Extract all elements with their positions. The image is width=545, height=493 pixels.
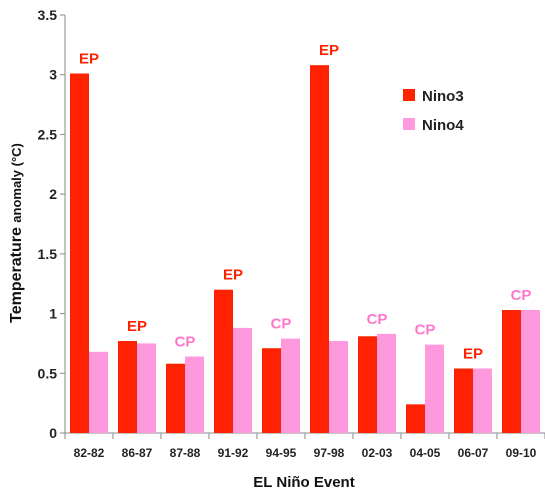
bar-nino4-04-05	[425, 344, 444, 433]
x-tick-label: 87-88	[170, 446, 201, 460]
annotation-cp: CP	[367, 311, 388, 328]
bar-nino4-94-95	[281, 338, 300, 433]
bar-nino4-87-88	[185, 356, 204, 433]
x-tick-label: 04-05	[410, 446, 441, 460]
x-tick-label: 82-82	[74, 446, 105, 460]
y-tick-label: 1.5	[38, 246, 58, 262]
bar-nino4-06-07	[473, 368, 492, 433]
x-tick-label: 94-95	[266, 446, 297, 460]
bar-nino3-91-92	[214, 289, 233, 433]
annotation-ep: EP	[223, 267, 243, 284]
annotation-ep: EP	[319, 42, 339, 59]
bar-nino3-82-82	[70, 73, 89, 434]
annotation-ep: EP	[463, 346, 483, 363]
bar-nino3-02-03	[358, 336, 377, 433]
legend-swatch-nino4	[403, 118, 415, 130]
x-tick-label: 86-87	[122, 446, 153, 460]
annotation-cp: CP	[175, 334, 196, 351]
x-axis-title: EL Niño Event	[253, 474, 354, 491]
bars	[70, 65, 540, 434]
bar-nino4-82-82	[89, 351, 108, 433]
bar-nino4-09-10	[521, 309, 540, 433]
bar-nino3-97-98	[310, 65, 329, 433]
annotations: EP EP CP EP CP EP CP CP EP CP	[79, 42, 531, 362]
bar-nino3-94-95	[262, 348, 281, 433]
legend-label-nino4: Nino4	[422, 117, 464, 134]
bar-nino4-97-98	[329, 341, 348, 433]
y-tick-label: 0	[49, 425, 57, 441]
legend-swatch-nino3	[403, 89, 415, 101]
annotation-ep: EP	[127, 318, 147, 335]
annotation-cp: CP	[415, 322, 436, 339]
y-axis-title: Temperature anomaly (°C)	[8, 143, 25, 323]
bar-nino4-91-92	[233, 327, 252, 433]
x-tick-label: 91-92	[218, 446, 249, 460]
y-axis-title-main: Temperature	[8, 227, 25, 323]
bar-nino3-04-05	[406, 404, 425, 433]
x-tick-label: 09-10	[506, 446, 537, 460]
tick-labels: 0 0.5 1 1.5 2 2.5 3 3.5 82-82 86-87 87-88 91-92 94-9…	[38, 7, 537, 460]
y-tick-label: 3.5	[38, 7, 58, 23]
bar-nino3-86-87	[118, 341, 137, 433]
y-tick-label: 2.5	[38, 126, 58, 142]
y-axis-title-small: anomaly (°C)	[9, 143, 24, 223]
bar-nino3-09-10	[502, 309, 521, 433]
x-tick-label: 97-98	[314, 446, 345, 460]
bar-nino4-86-87	[137, 343, 156, 433]
annotation-ep: EP	[79, 51, 99, 68]
y-tick-label: 1	[49, 306, 57, 322]
y-tick-label: 0.5	[38, 365, 58, 381]
x-tick-label: 06-07	[458, 446, 489, 460]
bar-nino3-87-88	[166, 363, 185, 433]
bar-nino3-06-07	[454, 368, 473, 433]
bar-nino4-02-03	[377, 333, 396, 433]
x-tick-label: 02-03	[362, 446, 393, 460]
y-tick-label: 3	[49, 67, 57, 83]
legend: Nino3 Nino4	[403, 88, 464, 134]
annotation-cp: CP	[511, 287, 532, 304]
legend-label-nino3: Nino3	[422, 88, 464, 105]
y-tick-label: 2	[49, 186, 57, 202]
annotation-cp: CP	[271, 316, 292, 333]
